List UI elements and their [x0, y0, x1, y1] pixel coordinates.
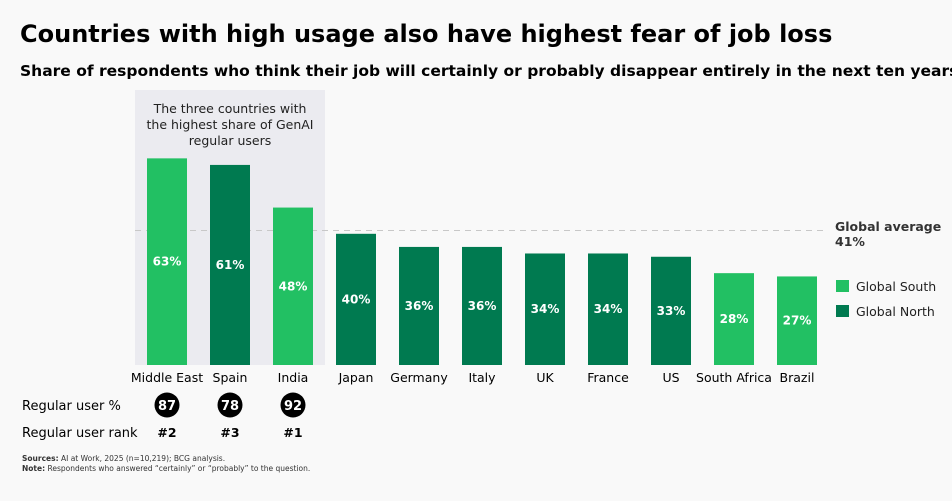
- bar-value-label: 63%: [153, 255, 182, 269]
- bar: [336, 233, 376, 365]
- bar-value-label: 40%: [342, 292, 371, 306]
- bar-value-label: 27%: [783, 314, 812, 328]
- bar-value-label: 36%: [405, 299, 434, 313]
- bar-value-label: 34%: [594, 302, 623, 316]
- bar: [210, 164, 250, 365]
- category-label: US: [662, 370, 679, 385]
- highlight-text: the highest share of GenAI: [147, 117, 314, 132]
- note: Note: Respondents who answered “certainl…: [22, 464, 310, 473]
- category-label: South Africa: [696, 370, 772, 385]
- user-pct-badge: [154, 392, 180, 418]
- user-pct-badge: [217, 392, 243, 418]
- bar-value-label: 34%: [531, 302, 560, 316]
- bar: [399, 246, 439, 365]
- category-label: India: [278, 370, 309, 385]
- bar: [273, 207, 313, 365]
- bar-value-label: 28%: [720, 312, 749, 326]
- user-pct-value: 78: [221, 399, 239, 414]
- user-rank-value: #1: [283, 425, 302, 440]
- user-pct-value: 92: [284, 399, 302, 414]
- avg-label: Global average: [835, 219, 941, 234]
- highlight-text: regular users: [189, 133, 271, 148]
- category-label: Germany: [390, 370, 448, 385]
- legend-label: Global North: [856, 304, 935, 319]
- chart-title: Countries with high usage also have high…: [20, 20, 832, 48]
- user-rank-label: Regular user rank: [22, 426, 138, 441]
- user-pct-label: Regular user %: [22, 399, 121, 414]
- legend-label: Global South: [856, 279, 936, 294]
- sources: Sources: AI at Work, 2025 (n=10,219); BC…: [22, 454, 225, 463]
- user-rank-value: #2: [157, 425, 176, 440]
- bar: [525, 253, 565, 365]
- highlight-text: The three countries with: [153, 101, 307, 116]
- user-rank-value: #3: [220, 425, 239, 440]
- user-pct-badge: [280, 392, 306, 418]
- legend-swatch: [836, 305, 849, 317]
- bar: [462, 246, 502, 365]
- bar-value-label: 36%: [468, 299, 497, 313]
- bar-value-label: 33%: [657, 304, 686, 318]
- legend-swatch: [836, 280, 849, 292]
- category-label: France: [587, 370, 629, 385]
- chart-subtitle: Share of respondents who think their job…: [20, 62, 952, 80]
- bar-value-label: 48%: [279, 279, 308, 293]
- category-label: Brazil: [780, 370, 815, 385]
- category-label: Spain: [213, 370, 248, 385]
- bar: [147, 158, 187, 365]
- avg-value: 41%: [835, 234, 865, 249]
- category-label: UK: [536, 370, 554, 385]
- bar: [777, 276, 817, 365]
- bar: [588, 253, 628, 365]
- bar: [714, 273, 754, 365]
- user-pct-value: 87: [158, 399, 176, 414]
- bar-value-label: 61%: [216, 258, 245, 272]
- category-label: Italy: [468, 370, 496, 385]
- bar: [651, 256, 691, 365]
- category-label: Middle East: [131, 370, 203, 385]
- category-label: Japan: [338, 370, 374, 385]
